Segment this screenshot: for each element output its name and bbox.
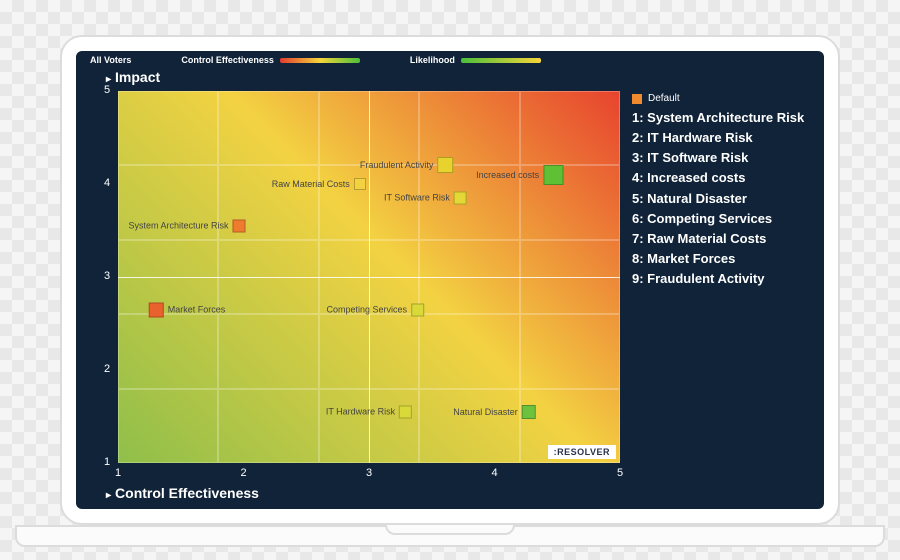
legend-item[interactable]: 2: IT Hardware Risk (632, 128, 820, 148)
scatter-point[interactable]: Natural Disaster (453, 405, 536, 419)
scatter-point-label: System Architecture Risk (129, 221, 229, 231)
legend-items: 1: System Architecture Risk2: IT Hardwar… (632, 108, 820, 289)
scatter-point[interactable]: Fraudulent Activity (360, 157, 454, 173)
laptop-base (15, 525, 885, 547)
scatter-point-label: IT Hardware Risk (326, 407, 395, 417)
heatmap-cell (520, 314, 620, 388)
app-screen: All Voters Control Effectiveness Likelih… (76, 51, 824, 509)
likelihood-gradient-bar (461, 58, 541, 63)
scatter-point-label: Raw Material Costs (272, 179, 350, 189)
legend-item[interactable]: 1: System Architecture Risk (632, 108, 820, 128)
scatter-point-marker (437, 157, 453, 173)
laptop-notch (385, 525, 515, 535)
scatter-point[interactable]: IT Software Risk (384, 191, 467, 204)
heatmap-cell (218, 389, 318, 463)
scatter-point[interactable]: System Architecture Risk (129, 219, 246, 232)
legend-header: Default (632, 93, 820, 104)
scatter-point-marker (233, 219, 246, 232)
x-tick: 3 (366, 467, 372, 479)
topbar-likelihood: Likelihood (410, 55, 541, 65)
scatter-point-marker (399, 405, 412, 418)
risk-heatmap-chart[interactable]: System Architecture Risk Market Forces Raw… (118, 91, 620, 463)
y-tick: 3 (104, 270, 110, 282)
collapse-icon: ▸ (106, 490, 111, 501)
legend-header-label: Default (648, 93, 680, 104)
crosshair-horizontal (118, 277, 620, 278)
x-tick: 2 (241, 467, 247, 479)
scatter-point-label: Competing Services (326, 305, 407, 315)
topbar: All Voters Control Effectiveness Likelih… (76, 51, 824, 69)
scatter-point-label: Natural Disaster (453, 407, 518, 417)
legend-item[interactable]: 4: Increased costs (632, 168, 820, 188)
x-tick: 4 (492, 467, 498, 479)
scatter-point[interactable]: Raw Material Costs (272, 178, 366, 190)
all-voters-label: All Voters (90, 55, 131, 65)
scatter-point[interactable]: IT Hardware Risk (326, 405, 412, 418)
topbar-all-voters: All Voters (90, 55, 131, 65)
y-tick: 5 (104, 84, 110, 96)
legend-panel: Default 1: System Architecture Risk2: IT… (632, 93, 820, 289)
heatmap-cell (419, 91, 519, 165)
scatter-point-label: Market Forces (168, 305, 226, 315)
heatmap-cell (218, 314, 318, 388)
y-tick: 2 (104, 363, 110, 375)
legend-item[interactable]: 3: IT Software Risk (632, 148, 820, 168)
legend-item[interactable]: 5: Natural Disaster (632, 189, 820, 209)
heatmap-cell (118, 389, 218, 463)
x-tick: 5 (617, 467, 623, 479)
control-eff-gradient-bar (280, 58, 360, 63)
x-axis-title[interactable]: ▸Control Effectiveness (106, 485, 259, 501)
legend-item[interactable]: 8: Market Forces (632, 249, 820, 269)
heatmap-cell (419, 389, 519, 463)
heatmap-cell (419, 314, 519, 388)
scatter-point-marker (354, 178, 366, 190)
scatter-point-label: Fraudulent Activity (360, 160, 434, 170)
scatter-point[interactable]: Market Forces (149, 302, 226, 317)
brand-watermark: :RESOLVER (548, 445, 616, 459)
heatmap-cell (218, 91, 318, 165)
likelihood-label: Likelihood (410, 55, 455, 65)
topbar-control-eff: Control Effectiveness (181, 55, 360, 65)
scatter-point-marker (522, 405, 536, 419)
scatter-point-label: IT Software Risk (384, 193, 450, 203)
heatmap-cell (118, 91, 218, 165)
heatmap-cell (118, 314, 218, 388)
scatter-point[interactable]: Competing Services (326, 303, 424, 316)
y-axis-title[interactable]: ▸Impact (106, 69, 160, 85)
scatter-point-marker (543, 165, 563, 185)
heatmap-cell (520, 91, 620, 165)
stage: All Voters Control Effectiveness Likelih… (0, 0, 900, 560)
scatter-point[interactable]: Increased costs (476, 165, 563, 185)
y-tick: 1 (104, 456, 110, 468)
control-eff-label: Control Effectiveness (181, 55, 274, 65)
legend-item[interactable]: 9: Fraudulent Activity (632, 269, 820, 289)
legend-item[interactable]: 7: Raw Material Costs (632, 229, 820, 249)
y-tick: 4 (104, 177, 110, 189)
scatter-point-label: Increased costs (476, 170, 539, 180)
scatter-point-marker (149, 302, 164, 317)
legend-item[interactable]: 6: Competing Services (632, 209, 820, 229)
scatter-point-marker (411, 303, 424, 316)
legend-swatch-icon (632, 94, 642, 104)
laptop-frame: All Voters Control Effectiveness Likelih… (60, 35, 840, 525)
scatter-point-marker (454, 191, 467, 204)
x-tick: 1 (115, 467, 121, 479)
